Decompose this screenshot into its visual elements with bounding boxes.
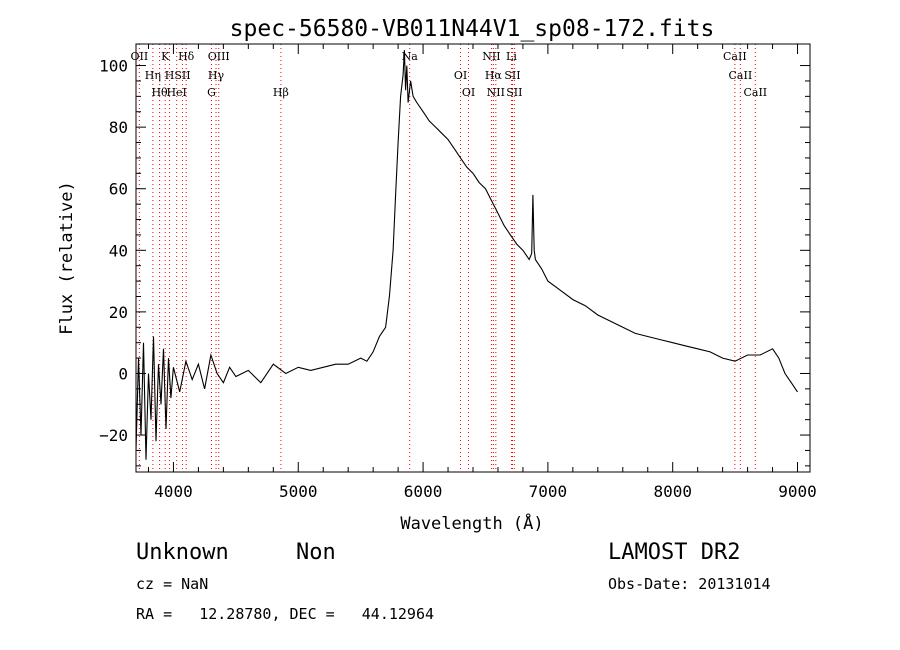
y-tick-label: 40 bbox=[109, 241, 128, 260]
spectral-line-label: OI bbox=[462, 86, 475, 99]
spectral-line-label: SII bbox=[504, 69, 520, 82]
spectral-line-label: K bbox=[161, 50, 170, 63]
y-tick-label: −20 bbox=[99, 426, 128, 445]
spectral-line-markers bbox=[138, 44, 756, 472]
spectral-line-label: Na bbox=[402, 50, 419, 63]
spectral-line-labels: OII Hη Hθ KH HeI Hδ SII G OIII Hγ Hβ Na OI OI NII Hα NII… bbox=[131, 50, 768, 99]
x-axis-label: Wavelength (Å) bbox=[400, 512, 543, 534]
plot-frame bbox=[135, 43, 811, 473]
spectral-line-label: OI bbox=[454, 69, 467, 82]
spectral-line-label: Hη bbox=[145, 69, 161, 82]
x-tick-label: 4000 bbox=[154, 482, 193, 501]
spectral-line-label: OII bbox=[131, 50, 149, 63]
spectral-line-label: Hα bbox=[485, 69, 503, 82]
spectral-line-label: H bbox=[165, 69, 175, 82]
spectral-line-label: HeI bbox=[166, 86, 186, 99]
spectral-line-label: G bbox=[207, 86, 216, 99]
spectral-line-label: Li bbox=[506, 50, 517, 63]
y-axis-ticks: −20 0 20 40 60 80 100 bbox=[99, 57, 810, 467]
chart-title: spec-56580-VB011N44V1_sp08-172.fits bbox=[230, 16, 715, 42]
spectral-line-label: NII bbox=[487, 86, 505, 99]
spectral-line-label: CaII bbox=[743, 86, 767, 99]
spectrum-line bbox=[135, 50, 798, 460]
y-tick-label: 0 bbox=[118, 364, 128, 383]
redshift-label: cz = NaN bbox=[136, 575, 209, 593]
spectral-line-label: CaII bbox=[723, 50, 747, 63]
obs-date-label: Obs-Date: 20131014 bbox=[608, 575, 771, 593]
y-axis-label: Flux (relative) bbox=[57, 181, 77, 335]
spectral-line-label: Hδ bbox=[178, 50, 195, 63]
x-tick-label: 8000 bbox=[653, 482, 692, 501]
x-tick-label: 6000 bbox=[404, 482, 443, 501]
spectral-line-label: Hβ bbox=[273, 86, 289, 99]
survey-label: LAMOST DR2 bbox=[608, 540, 741, 565]
spectral-line-label: OIII bbox=[208, 50, 230, 63]
spectral-line-label: SII bbox=[506, 86, 522, 99]
y-tick-label: 20 bbox=[109, 303, 128, 322]
spectral-line-label: Hγ bbox=[208, 69, 225, 82]
y-tick-label: 100 bbox=[99, 57, 128, 76]
x-tick-label: 9000 bbox=[778, 482, 817, 501]
spectral-line-label: NII bbox=[482, 50, 500, 63]
x-tick-label: 7000 bbox=[529, 482, 568, 501]
classification-label: Unknown bbox=[136, 540, 229, 565]
x-tick-label: 5000 bbox=[279, 482, 318, 501]
spectral-line-label: SII bbox=[174, 69, 190, 82]
spectral-line-label: CaII bbox=[729, 69, 753, 82]
y-tick-label: 80 bbox=[109, 118, 128, 137]
x-axis-ticks: 4000 5000 6000 7000 8000 9000 bbox=[147, 44, 817, 501]
subclass-label: Non bbox=[296, 540, 336, 565]
y-tick-label: 60 bbox=[109, 180, 128, 199]
spectral-line-label: Hθ bbox=[151, 86, 168, 99]
coordinates-label: RA = 12.28780, DEC = 44.12964 bbox=[136, 605, 435, 623]
